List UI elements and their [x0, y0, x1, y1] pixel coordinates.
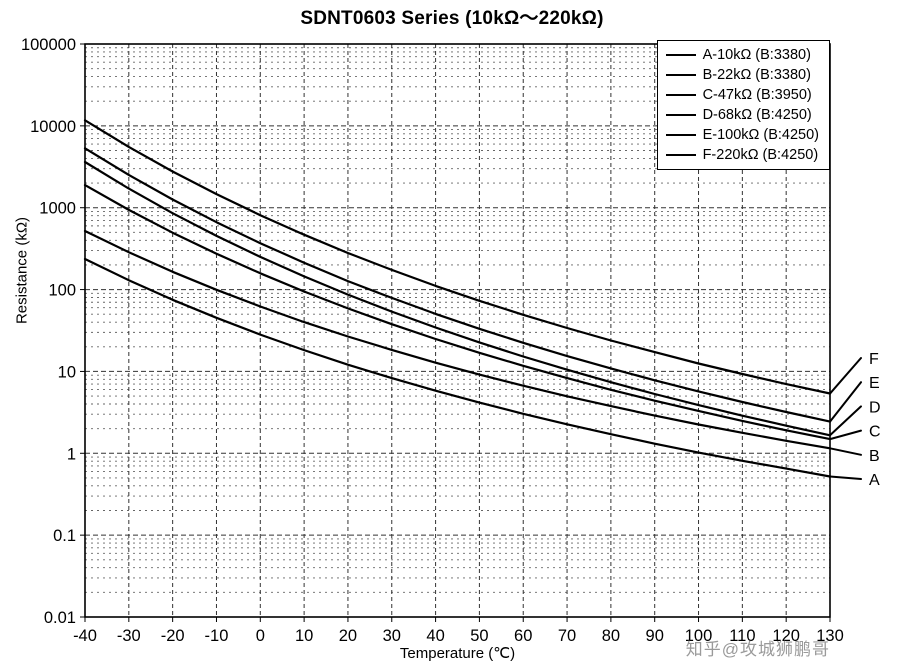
- x-tick-label: -40: [73, 627, 97, 645]
- curve-end-label-D: D: [869, 399, 881, 416]
- x-tick-label: 80: [602, 627, 620, 645]
- curve-end-label-E: E: [869, 375, 880, 392]
- legend-line-sample: [665, 74, 696, 76]
- x-tick-label: -30: [117, 627, 141, 645]
- chart-title: SDNT0603 Series (10kΩ～220kΩ): [300, 8, 604, 29]
- curve-end-label-F: F: [869, 351, 879, 368]
- x-tick-label: -10: [205, 627, 229, 645]
- y-tick-label: 10000: [30, 118, 76, 136]
- legend-line-sample: [665, 94, 696, 96]
- curve-leader-line: [829, 475, 862, 480]
- curve-E: [83, 147, 832, 423]
- y-tick-label: 0.01: [44, 609, 76, 627]
- legend-item: D-68kΩ (B:4250): [665, 105, 819, 125]
- legend-item-label: C-47kΩ (B:3950): [702, 87, 812, 103]
- curve-B: [83, 229, 832, 450]
- x-tick-label: 0: [256, 627, 265, 645]
- curve-F: [83, 119, 832, 395]
- legend-item: E-100kΩ (B:4250): [665, 125, 819, 145]
- curve-end-label-C: C: [869, 424, 881, 441]
- legend-item-label: D-68kΩ (B:4250): [702, 107, 812, 123]
- y-tick-label: 1: [67, 445, 76, 463]
- y-tick-label: 10: [58, 363, 76, 381]
- y-tick-label: 100000: [21, 36, 76, 54]
- curve-leader-line: [829, 357, 862, 395]
- legend-item: C-47kΩ (B:3950): [665, 85, 819, 105]
- y-tick-label: 0.1: [53, 527, 76, 545]
- x-tick-label: -20: [161, 627, 185, 645]
- legend-item-label: F-220kΩ (B:4250): [702, 147, 819, 163]
- x-tick-label: 110: [729, 627, 755, 645]
- legend: A-10kΩ (B:3380) B-22kΩ (B:3380) C-47kΩ (B:…: [656, 40, 830, 170]
- y-axis-label: Resistance (kΩ): [13, 216, 31, 325]
- legend-item-label: E-100kΩ (B:4250): [702, 127, 819, 143]
- x-tick-label: 90: [646, 627, 664, 645]
- curve-end-label-B: B: [869, 448, 880, 465]
- x-tick-label: 100: [685, 627, 713, 645]
- legend-item-label: B-22kΩ (B:3380): [702, 67, 811, 83]
- legend-line-sample: [665, 134, 696, 136]
- legend-item: F-220kΩ (B:4250): [665, 145, 819, 165]
- curve-leader-line: [829, 447, 862, 456]
- legend-line-sample: [665, 154, 696, 156]
- legend-item: A-10kΩ (B:3380): [665, 45, 819, 65]
- curves: [83, 119, 832, 478]
- watermark: 知乎@攻城狮鹏哥: [685, 640, 830, 659]
- x-tick-label: 30: [383, 627, 401, 645]
- x-tick-label: 40: [426, 627, 444, 645]
- x-tick-label: 10: [295, 627, 313, 645]
- curve-leader-line: [829, 429, 862, 441]
- curve-A: [83, 257, 832, 478]
- x-tick-label: 60: [514, 627, 532, 645]
- y-tick-label: 100: [48, 282, 76, 300]
- x-tick-label: 20: [339, 627, 357, 645]
- x-axis-label: Temperature (℃): [399, 645, 516, 662]
- y-tick-label: 1000: [39, 200, 76, 218]
- curve-end-label-A: A: [869, 472, 880, 489]
- curve-leader-line: [829, 405, 862, 437]
- plot-border: [84, 43, 831, 618]
- curve-D: [83, 160, 832, 437]
- curve-C: [83, 184, 832, 441]
- legend-item: B-22kΩ (B:3380): [665, 65, 819, 85]
- legend-item-label: A-10kΩ (B:3380): [702, 47, 811, 63]
- x-tick-label: 70: [558, 627, 576, 645]
- x-tick-label: 50: [470, 627, 488, 645]
- curve-leader-line: [829, 381, 862, 423]
- x-tick-label: 120: [772, 627, 800, 645]
- gridlines: [85, 44, 830, 617]
- legend-line-sample: [665, 54, 696, 56]
- legend-line-sample: [665, 114, 696, 116]
- x-tick-label: 130: [816, 627, 844, 645]
